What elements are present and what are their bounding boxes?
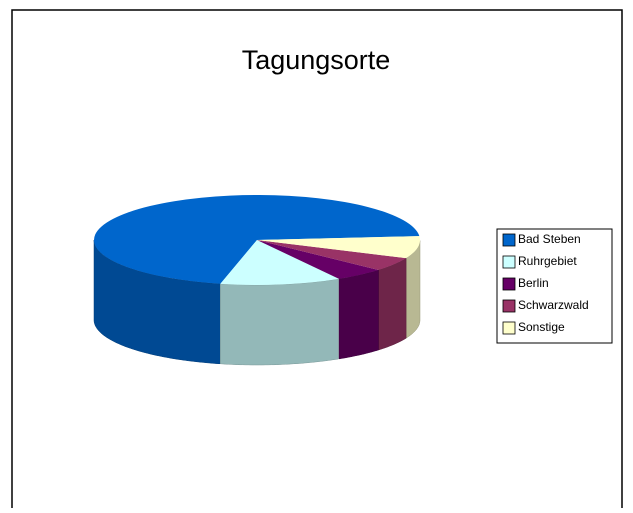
pie-wall — [220, 278, 339, 366]
legend-box — [496, 228, 613, 344]
legend-swatch — [502, 277, 516, 291]
pie-wall — [405, 240, 421, 339]
pie-slice — [220, 240, 339, 285]
pie-wall — [338, 269, 379, 360]
legend-label: Berlin — [518, 276, 549, 290]
chart-title: Tagungsorte — [242, 45, 391, 75]
legend-swatch — [502, 299, 516, 313]
legend-swatch — [502, 233, 516, 247]
pie-slice — [93, 194, 420, 284]
legend-label: Bad Steben — [518, 232, 581, 246]
pie-slice — [257, 236, 420, 259]
chart-frame — [11, 9, 623, 508]
pie-slice — [257, 240, 407, 270]
legend-swatch — [502, 321, 516, 335]
legend-label: Schwarzwald — [518, 298, 589, 312]
pie-wall — [378, 257, 407, 351]
pie-slice — [257, 240, 379, 279]
legend-label: Ruhrgebiet — [518, 254, 577, 268]
legend-label: Sonstige — [518, 320, 565, 334]
legend-swatch — [502, 255, 516, 269]
